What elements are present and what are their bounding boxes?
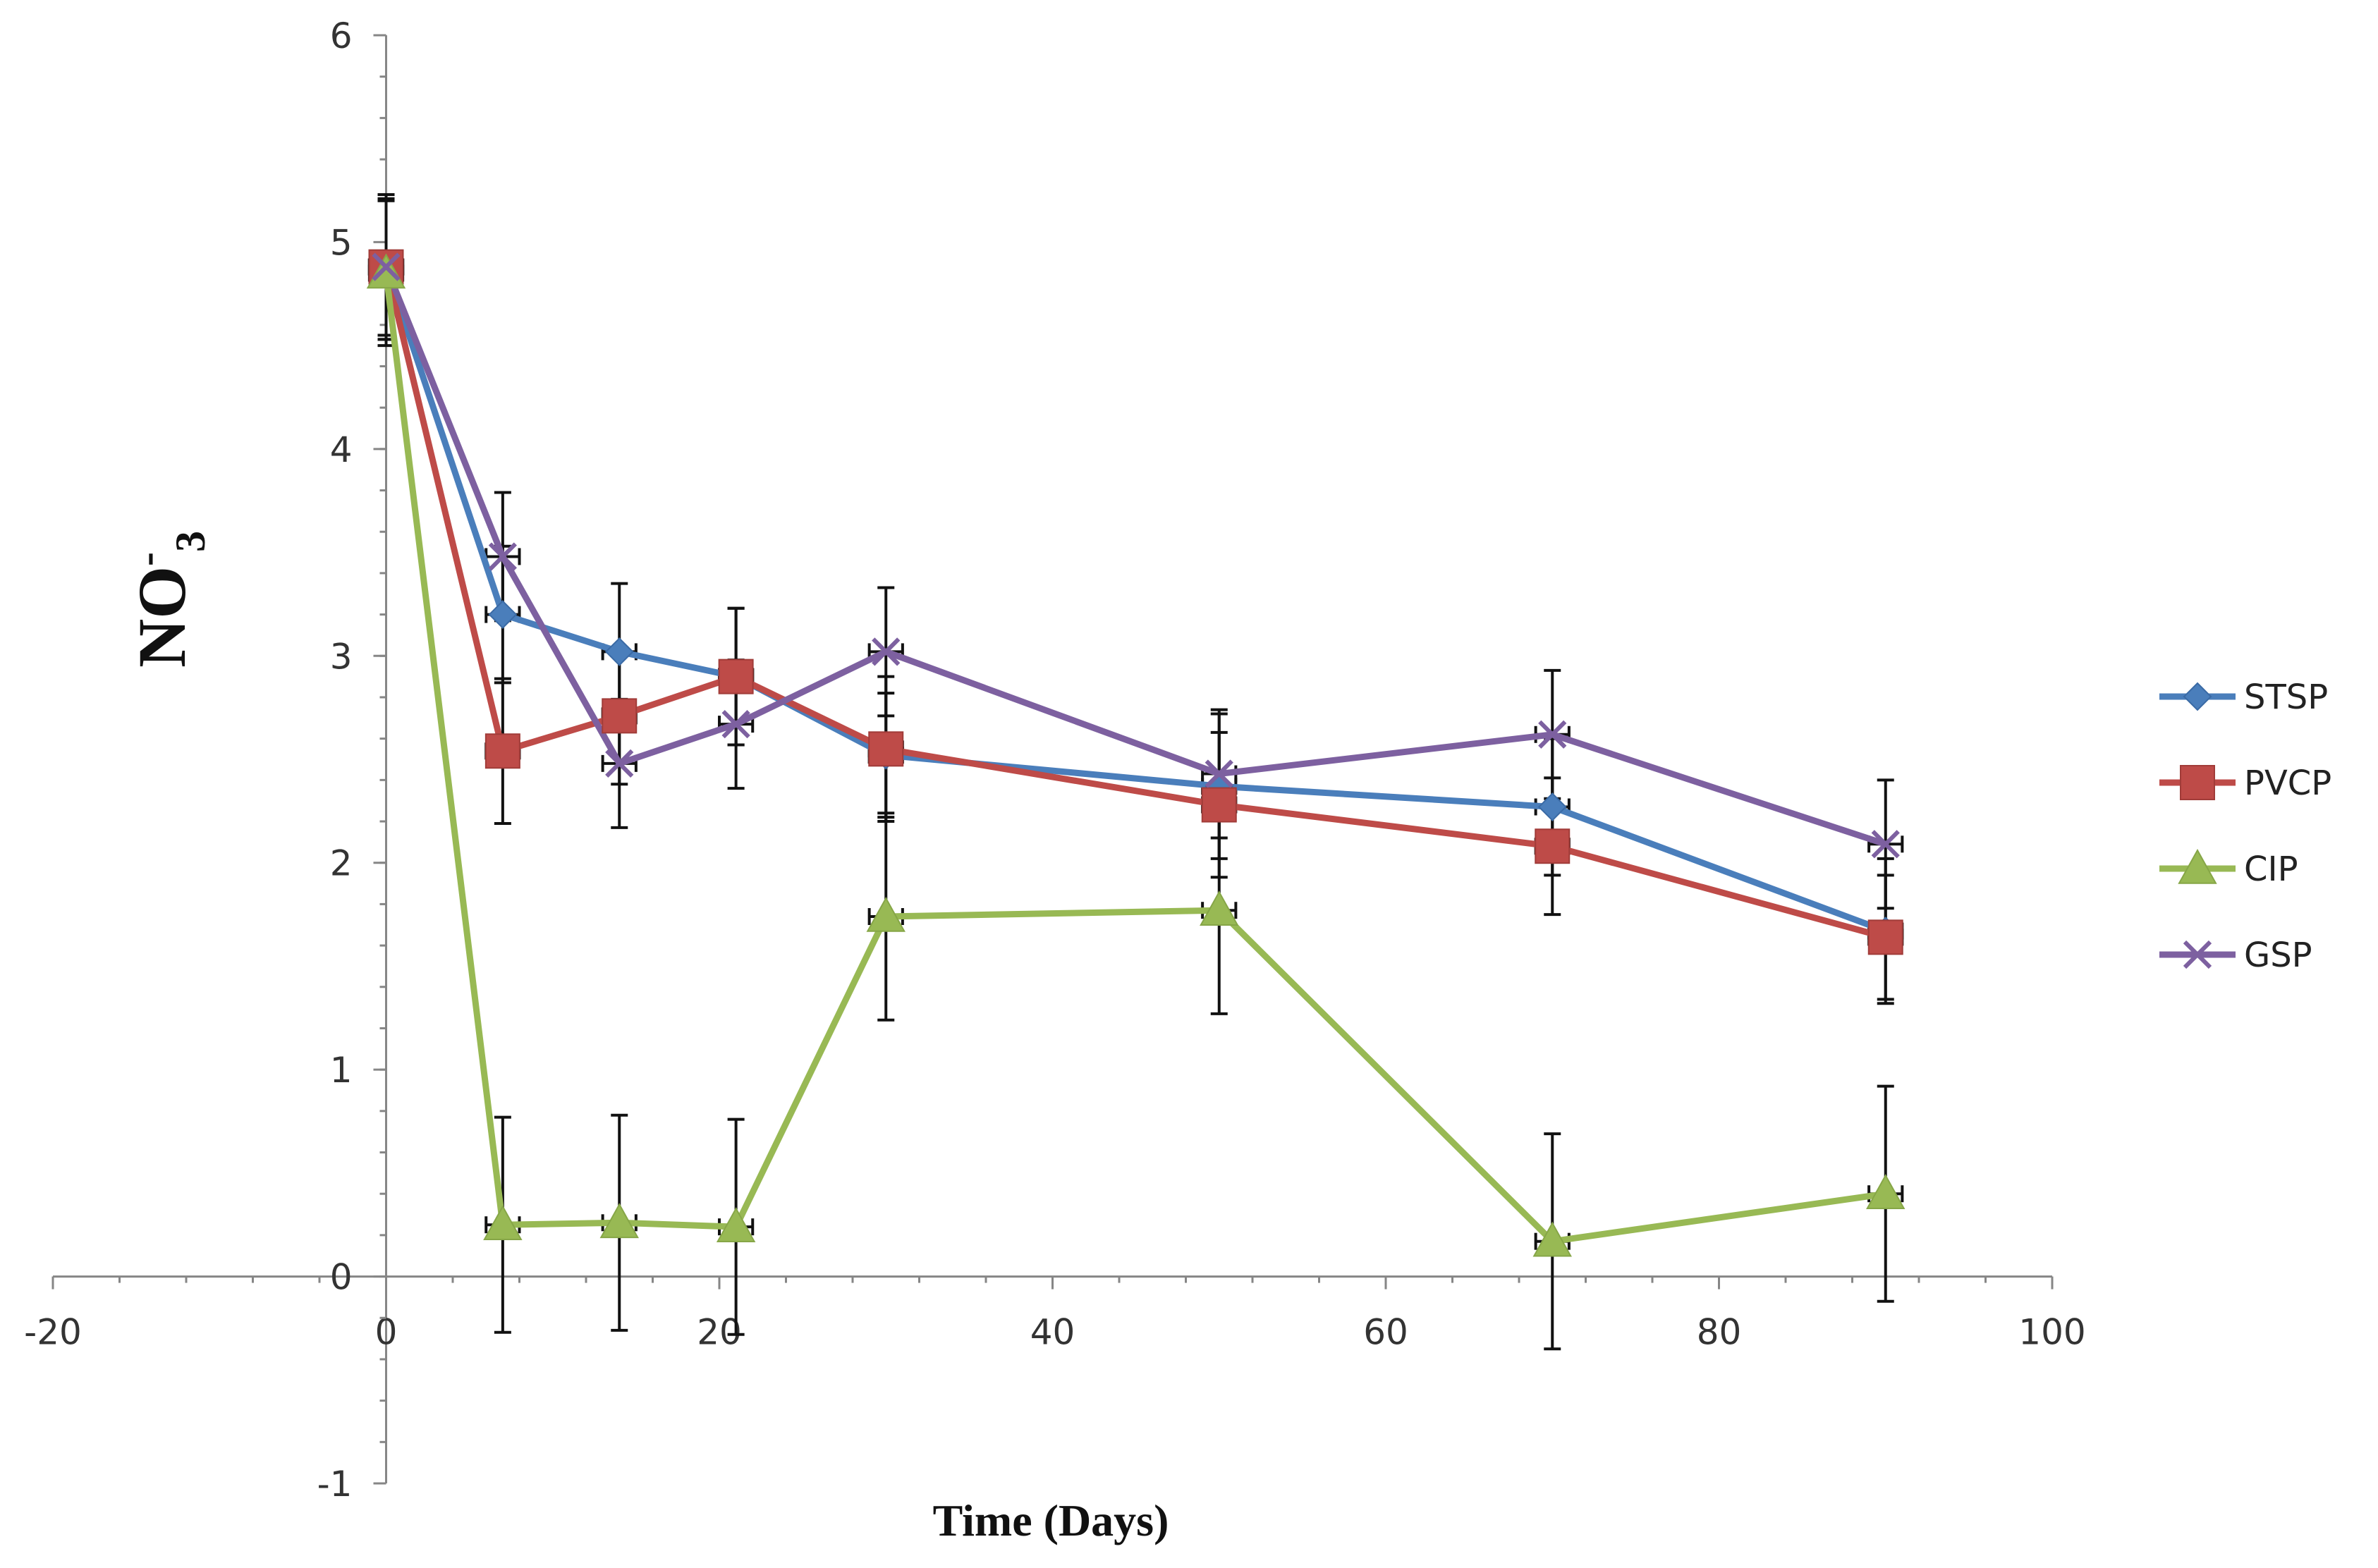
x-tick-label: 40 (1030, 1312, 1075, 1353)
data-point-cip (366, 253, 406, 289)
data-point-pvcp (1201, 787, 1237, 823)
data-point-cip (1200, 890, 1239, 926)
data-point-cip (716, 1207, 756, 1242)
data-point-pvcp (1867, 919, 1903, 955)
legend-label-cip: CIP (2244, 850, 2298, 889)
data-point-gsp (872, 637, 901, 666)
legend-label-gsp: GSP (2244, 936, 2312, 975)
y-axis-title-sub: 3 (167, 531, 214, 552)
x-axis-title: Time (Days) (933, 1495, 1169, 1545)
legend-item-gsp: GSP (2159, 936, 2312, 975)
data-point-pvcp (484, 733, 520, 769)
data-point-pvcp (718, 659, 754, 694)
legend-label-stsp: STSP (2244, 678, 2328, 717)
legend-label-pvcp: PVCP (2244, 764, 2331, 803)
series-line-cip (383, 272, 1886, 1245)
x-marker-stroke (1205, 759, 1233, 788)
legend-item-stsp: STSP (2159, 678, 2328, 717)
y-tick-label: 1 (330, 1050, 353, 1091)
data-point-gsp (488, 542, 517, 571)
y-tick-label: 4 (330, 429, 353, 470)
x-marker-stroke (372, 252, 401, 281)
data-point-gsp (1538, 720, 1567, 749)
x-marker-stroke (488, 542, 517, 571)
series-line-pvcp (383, 266, 1886, 941)
y-tick-label: 3 (330, 636, 353, 677)
legend-marker-pvcp (2180, 765, 2215, 800)
legend: STSP PVCP CIP GSP (2159, 678, 2331, 975)
data-point-gsp (372, 252, 401, 281)
y-tick-label: 5 (330, 222, 353, 263)
x-tick-label: 100 (2018, 1312, 2085, 1353)
x-marker-stroke (1871, 830, 1900, 859)
x-tick-label: 80 (1697, 1312, 1742, 1353)
legend-marker-gsp (2183, 940, 2212, 969)
y-axis-title-main: NO (124, 566, 200, 668)
series-line-gsp (383, 265, 1887, 847)
data-point-cip (1532, 1221, 1572, 1257)
x-tick-label: -20 (24, 1312, 82, 1353)
data-point-stsp (1537, 792, 1567, 821)
data-point-cip (1866, 1174, 1906, 1209)
legend-item-cip: CIP (2159, 848, 2298, 889)
data-point-pvcp (868, 731, 904, 767)
data-point-cip (483, 1205, 523, 1241)
y-axis-title: NO-3 (123, 531, 214, 668)
data-point-pvcp (602, 698, 638, 734)
x-tick-label: 20 (697, 1312, 742, 1353)
data-point-stsp (488, 600, 518, 630)
legend-item-pvcp: PVCP (2159, 764, 2331, 803)
x-tick-label: 60 (1363, 1312, 1408, 1353)
y-tick-label: 6 (330, 16, 353, 56)
series-line-stsp (383, 266, 1887, 934)
data-point-gsp (1205, 759, 1233, 788)
data-point-cip (866, 896, 906, 932)
y-tick-label: 0 (330, 1257, 353, 1298)
data-point-stsp (604, 637, 634, 666)
y-tick-label: 2 (330, 843, 353, 884)
x-marker-stroke (1538, 720, 1567, 749)
x-marker-stroke (2183, 940, 2212, 969)
data-point-gsp (1871, 830, 1900, 859)
x-marker-stroke (605, 749, 634, 778)
legend-marker-stsp (2183, 682, 2212, 711)
y-axis-title-sup: - (123, 552, 170, 566)
x-marker-stroke (872, 637, 901, 666)
data-point-gsp (721, 709, 750, 739)
legend-marker-cip (2178, 848, 2217, 884)
x-marker-stroke (721, 709, 750, 739)
data-point-pvcp (1535, 828, 1571, 864)
data-point-cip (599, 1203, 639, 1239)
series-lines (383, 265, 1887, 1245)
data-point-gsp (605, 749, 634, 778)
y-tick-label: -1 (317, 1464, 353, 1505)
series-markers (366, 249, 1906, 1257)
